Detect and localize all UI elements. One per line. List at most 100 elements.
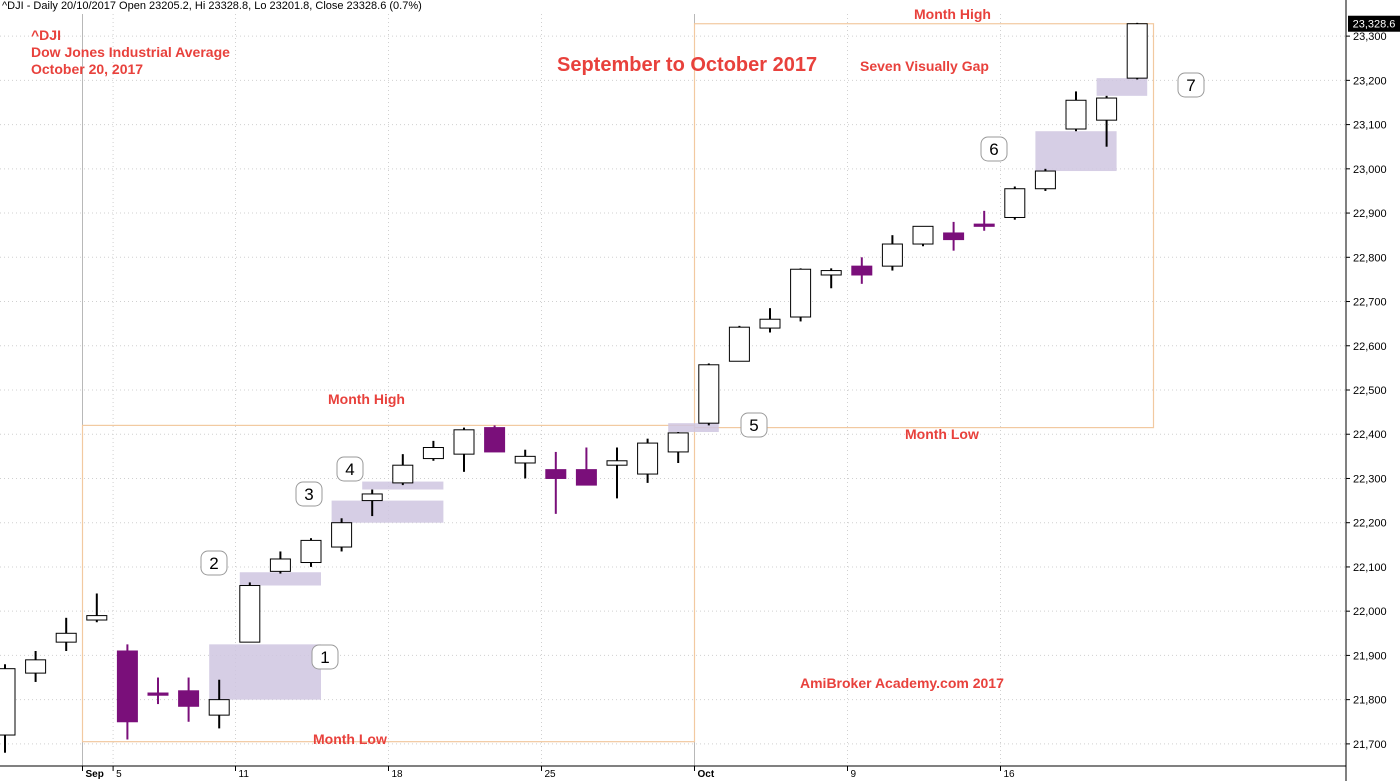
candle-body-down xyxy=(178,690,200,707)
x-tick-label: 9 xyxy=(851,769,857,780)
gap-label-4: 4 xyxy=(336,456,364,482)
last-price-label: 23,328.6 xyxy=(1353,19,1396,31)
index-name-label: Dow Jones Industrial Average xyxy=(31,44,230,60)
october-month-low-label: Month Low xyxy=(905,426,979,442)
gap-zone xyxy=(1035,131,1117,172)
candle xyxy=(178,677,200,722)
candle xyxy=(820,268,842,289)
gap-zones xyxy=(209,78,1148,700)
candle-body-down xyxy=(116,650,138,723)
candle xyxy=(851,257,873,284)
candle-body-up xyxy=(208,699,230,716)
x-tick-label: 5 xyxy=(116,769,122,780)
candle xyxy=(25,650,47,682)
candle-body-up xyxy=(392,464,414,484)
x-tick-label: Sep xyxy=(86,769,104,780)
x-tick-label: 18 xyxy=(392,769,404,780)
candle-body-up xyxy=(422,447,444,460)
candle xyxy=(790,268,812,322)
candle xyxy=(943,221,965,251)
candle-body-up xyxy=(728,326,750,362)
gap-zone xyxy=(362,481,444,490)
candle xyxy=(1034,168,1056,191)
candle xyxy=(55,617,77,651)
candle-body-down xyxy=(973,223,995,227)
y-tick-label: 22,600 xyxy=(1353,341,1387,353)
gap-label-text: 2 xyxy=(209,554,218,573)
candle xyxy=(269,551,291,574)
september-month-high-label: Month High xyxy=(328,391,405,407)
y-tick-label: 22,300 xyxy=(1353,473,1387,485)
candle xyxy=(698,363,720,426)
grid-lines xyxy=(0,14,1346,766)
candle xyxy=(361,489,383,517)
candle-body-up xyxy=(55,632,77,643)
candle-body-down xyxy=(943,232,965,241)
gap-label-3: 3 xyxy=(295,481,323,507)
candle-body-down xyxy=(484,427,506,453)
candle-body-up xyxy=(514,455,536,464)
candle xyxy=(147,677,169,705)
x-axis: Sep 5 11 18 25 Oct 9 16 xyxy=(0,765,1346,780)
gap-label-7: 7 xyxy=(1177,72,1205,98)
candle-body-down xyxy=(147,692,169,696)
october-month-high-label: Month High xyxy=(914,6,991,22)
candle xyxy=(0,664,16,753)
gap-label-text: 6 xyxy=(989,140,998,159)
candle-body-down xyxy=(575,469,597,486)
gap-label-2: 2 xyxy=(200,550,228,576)
y-tick-label: 22,400 xyxy=(1353,429,1387,441)
candle-body-up xyxy=(912,225,934,245)
y-tick-label: 22,000 xyxy=(1353,606,1387,618)
candle xyxy=(239,582,261,643)
y-tick-label: 22,900 xyxy=(1353,208,1387,220)
candle-body-up xyxy=(1065,99,1087,130)
candle xyxy=(973,210,995,231)
x-tick-label: Oct xyxy=(698,769,715,780)
candle xyxy=(759,308,781,333)
candle-body-down xyxy=(851,265,873,276)
candle xyxy=(606,447,628,499)
month-box-october xyxy=(693,23,1155,429)
gap-label-text: 4 xyxy=(345,460,354,479)
y-tick-label: 23,000 xyxy=(1353,164,1387,176)
candle xyxy=(1096,95,1118,147)
x-tick-label: 11 xyxy=(239,769,250,780)
candle-body-up xyxy=(331,522,353,548)
chart-title: September to October 2017 xyxy=(557,54,818,76)
candle-body-up xyxy=(637,442,659,475)
candle xyxy=(1004,186,1026,220)
symbol-label: ^DJI xyxy=(31,27,61,43)
x-tick-label: 25 xyxy=(545,769,557,780)
candle-body-up xyxy=(759,318,781,329)
candle xyxy=(86,593,108,623)
candle-body-down xyxy=(545,469,567,479)
gap-label-badge xyxy=(336,456,364,482)
candle-body-up xyxy=(1096,97,1118,121)
month-box-september xyxy=(81,424,696,743)
gap-label-badge xyxy=(980,136,1008,162)
y-axis-panel xyxy=(1346,0,1400,781)
gap-label-badge xyxy=(740,412,768,438)
y-tick-label: 22,800 xyxy=(1353,252,1387,264)
candle-body-up xyxy=(300,539,322,564)
candle-body-up xyxy=(453,429,475,455)
candle-body-up xyxy=(1126,23,1148,79)
candle xyxy=(514,449,536,479)
candle xyxy=(392,454,414,486)
candle xyxy=(1065,91,1087,132)
y-tick-label: 22,700 xyxy=(1353,297,1387,309)
y-tick-label: 22,500 xyxy=(1353,385,1387,397)
x-tick-label: 16 xyxy=(1004,769,1016,780)
candle xyxy=(484,425,506,453)
gap-zone xyxy=(668,423,719,433)
chart-header: ^DJI - Daily 20/10/2017 Open 23205.2, Hi… xyxy=(2,0,422,12)
candle xyxy=(116,644,138,740)
y-tick-label: 22,200 xyxy=(1353,518,1387,530)
candle xyxy=(575,447,597,486)
candle-body-up xyxy=(820,270,842,276)
candle-body-up xyxy=(1034,170,1056,190)
candle xyxy=(1126,22,1148,80)
y-tick-label: 21,800 xyxy=(1353,695,1387,707)
